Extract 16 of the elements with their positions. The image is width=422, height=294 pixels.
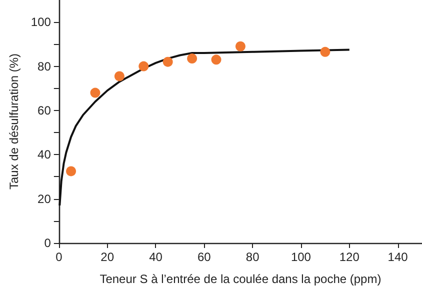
x-tick-label: 20 bbox=[100, 250, 114, 264]
y-axis-title: Taux de désulfuration (%) bbox=[7, 53, 21, 190]
x-tick-label: 140 bbox=[388, 250, 408, 264]
x-axis-title: Teneur S à l’entrée de la coulée dans la poche (ppm) bbox=[100, 272, 382, 286]
y-tick-label: 20 bbox=[38, 192, 52, 206]
y-tick-label: 80 bbox=[38, 59, 52, 74]
x-tick-label: 60 bbox=[197, 250, 212, 264]
x-tick-label: 80 bbox=[246, 250, 260, 264]
x-tick-label: 0 bbox=[56, 250, 63, 264]
y-tick-label: 40 bbox=[38, 148, 52, 162]
y-tick-label: 0 bbox=[44, 236, 52, 250]
y-tick-label: 100 bbox=[30, 15, 52, 30]
x-tick-label: 40 bbox=[149, 250, 163, 264]
y-tick-label: 60 bbox=[38, 103, 52, 118]
x-tick-label: 100 bbox=[290, 250, 312, 264]
x-tick-label: 120 bbox=[339, 250, 360, 264]
